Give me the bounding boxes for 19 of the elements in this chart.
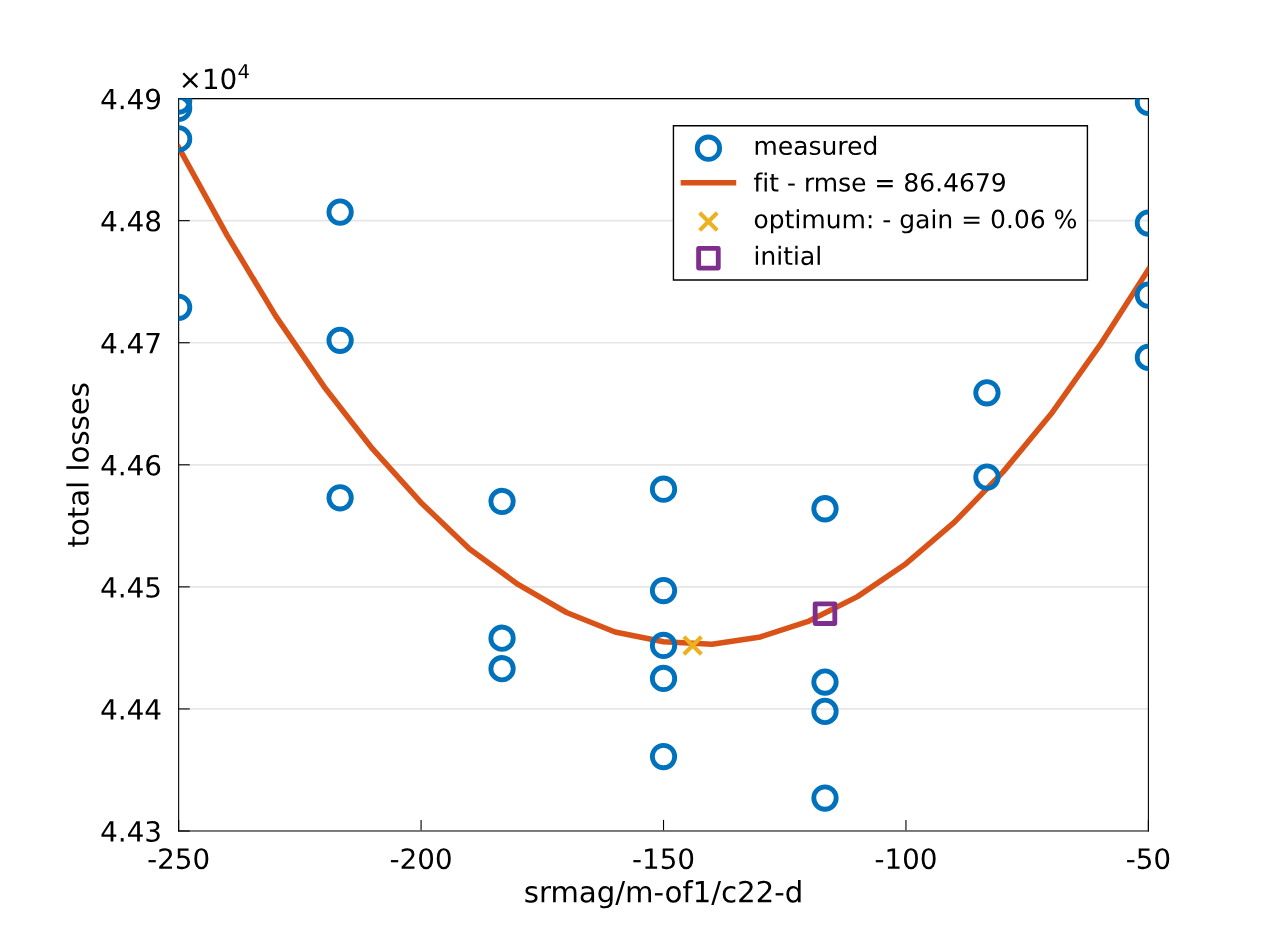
x-tick-label: -50 bbox=[1127, 848, 1170, 870]
legend-label: initial bbox=[755, 245, 820, 266]
y-axis-title: total losses bbox=[66, 383, 89, 547]
x-tick-label: -200 bbox=[390, 848, 451, 870]
y-tick-label: 4.47 bbox=[101, 333, 160, 354]
y-tick-label: 4.43 bbox=[101, 820, 160, 842]
legend-label: fit - rmse = 86.4679 bbox=[754, 172, 1005, 192]
legend-label: measured bbox=[755, 135, 877, 156]
y-tick-label: 4.46 bbox=[101, 454, 161, 476]
y-tick-label: 4.48 bbox=[101, 210, 161, 232]
y-tick-label: 4.45 bbox=[101, 577, 160, 598]
x-tick-label: -250 bbox=[148, 848, 209, 870]
x-tick-label: -100 bbox=[875, 848, 936, 870]
y-tick-label: 4.49 bbox=[101, 88, 161, 110]
x-axis-title: srmag/m-of1/c22-d bbox=[525, 880, 801, 909]
x-tick-label: -150 bbox=[633, 848, 694, 870]
legend-label: optimum: - gain = 0.06 % bbox=[754, 209, 1077, 234]
y-tick-label: 4.44 bbox=[101, 699, 161, 720]
text: ×10$^{4}$ bbox=[182, 64, 249, 90]
